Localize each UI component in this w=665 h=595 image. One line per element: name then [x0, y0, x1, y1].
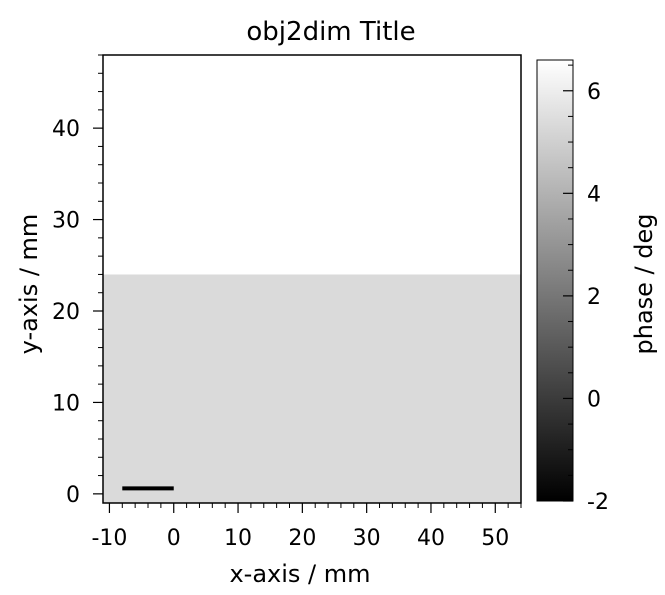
y-tick-label: 10	[52, 391, 80, 416]
colorbar-ticks: -2 0 2 4 6	[563, 64, 609, 515]
x-tick-label: 0	[167, 526, 181, 551]
colorbar-tick-label: 4	[587, 182, 601, 207]
colorbar	[536, 59, 574, 502]
heatmap-region-0	[103, 274, 521, 503]
x-tick-label: -10	[91, 526, 127, 551]
x-axis-label: x-axis / mm	[229, 560, 370, 588]
x-axis-ticks: -10 0 10 20 30 40 50	[91, 503, 522, 551]
y-axis-label: y-axis / mm	[15, 214, 43, 355]
y-tick-label: 0	[66, 483, 80, 508]
colorbar-tick-label: -2	[587, 490, 609, 515]
y-tick-label: 30	[52, 209, 80, 234]
y-axis-ticks: 0 10 20 30 40	[52, 54, 103, 508]
plot-frame	[102, 54, 522, 504]
x-tick-label: 50	[481, 526, 509, 551]
chart-title: obj2dim Title	[246, 17, 415, 47]
colorbar-tick-label: 6	[587, 80, 601, 105]
colorbar-tick-label: 0	[587, 387, 601, 412]
y-tick-label: 20	[52, 300, 80, 325]
heatmap-region-1	[103, 55, 521, 275]
x-tick-label: 30	[353, 526, 381, 551]
x-tick-label: 20	[288, 526, 316, 551]
colorbar-tick-label: 2	[587, 285, 601, 310]
y-tick-label: 40	[52, 117, 80, 142]
heatmap-regions	[103, 55, 521, 503]
colorbar-label: phase / deg	[630, 214, 658, 355]
x-tick-label: 10	[224, 526, 252, 551]
x-tick-label: 40	[417, 526, 445, 551]
